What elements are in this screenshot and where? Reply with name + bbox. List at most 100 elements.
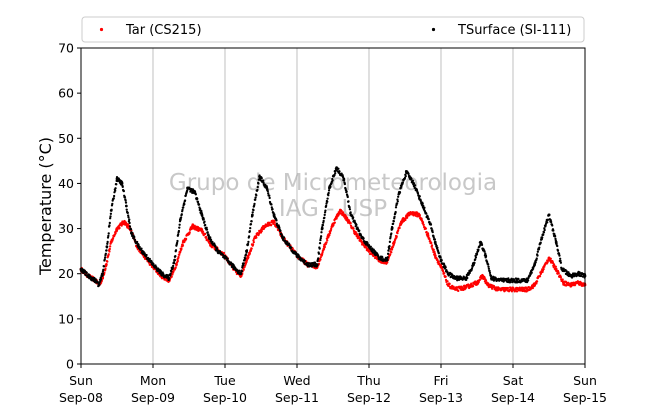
data-point [343, 178, 346, 182]
data-point [437, 260, 440, 263]
data-point [159, 270, 163, 273]
data-point [268, 221, 271, 224]
data-point [188, 231, 191, 234]
data-point [579, 274, 583, 278]
data-point [457, 289, 460, 293]
data-point [128, 221, 131, 225]
data-point [255, 194, 258, 197]
x-tick-label-date: Sep-14 [491, 390, 535, 405]
data-point [111, 202, 114, 206]
data-point [386, 252, 390, 255]
x-tick-label-date: Sep-13 [419, 390, 463, 405]
data-point [245, 251, 248, 254]
data-point [270, 203, 273, 206]
data-point [577, 280, 580, 284]
data-point [475, 252, 479, 256]
data-point [388, 244, 391, 248]
data-point [102, 268, 105, 271]
data-point [196, 197, 199, 201]
data-point [327, 189, 331, 192]
data-point [290, 246, 293, 249]
data-point [273, 221, 276, 224]
data-point [341, 175, 345, 179]
y-tick-label: 30 [58, 221, 74, 236]
data-point [340, 209, 343, 213]
data-point [205, 228, 209, 231]
data-point [111, 237, 115, 240]
data-point [211, 240, 214, 244]
data-point [413, 184, 417, 187]
data-point [127, 214, 130, 217]
data-point [554, 239, 557, 242]
data-point [555, 242, 558, 245]
data-point [366, 242, 369, 245]
data-point [325, 241, 328, 244]
legend-label-tsurface: TSurface (SI-111) [457, 23, 571, 38]
data-point [548, 213, 551, 216]
data-point [411, 210, 415, 214]
data-point [244, 253, 248, 256]
data-point [251, 243, 255, 246]
data-point [559, 261, 563, 264]
data-point [105, 246, 109, 249]
data-point [530, 271, 533, 274]
data-point [137, 243, 140, 247]
data-point [199, 207, 202, 210]
data-point [404, 218, 407, 222]
data-point [123, 195, 127, 199]
data-point [317, 252, 321, 255]
data-point [388, 247, 391, 250]
data-point [271, 208, 274, 211]
data-point [396, 198, 399, 201]
data-point [279, 229, 282, 232]
data-point [148, 257, 151, 260]
data-point [176, 239, 179, 243]
data-point [549, 257, 552, 260]
data-point [324, 209, 327, 212]
data-point [318, 247, 321, 250]
data-point [170, 270, 173, 273]
data-point [242, 268, 245, 271]
data-point [109, 217, 112, 220]
data-point [423, 206, 426, 209]
data-point [418, 195, 421, 198]
y-tick-label: 50 [58, 131, 74, 146]
data-point [488, 271, 492, 275]
data-point [358, 229, 361, 232]
data-point [412, 182, 415, 185]
data-point [247, 240, 250, 244]
x-tick-label-day: Sat [503, 373, 524, 388]
data-point [124, 201, 128, 204]
data-point [349, 211, 352, 214]
data-point [108, 224, 111, 227]
data-point [446, 280, 449, 283]
data-point [106, 260, 109, 263]
data-point [174, 254, 177, 258]
data-point [175, 263, 178, 266]
data-point [133, 235, 136, 239]
data-point [389, 253, 392, 256]
data-point [318, 242, 322, 245]
data-point [542, 233, 545, 236]
data-point [406, 216, 409, 219]
axes: Sun Sep-08 Mon Sep-09 Tue Sep-10 Wed Sep-11 Thu S… [58, 41, 607, 406]
data-point [260, 229, 263, 233]
data-point [386, 256, 389, 259]
legend: Tar (CS215) TSurface (SI-111) [81, 16, 585, 43]
data-point [273, 219, 276, 222]
data-point [103, 256, 107, 259]
data-point [369, 245, 372, 248]
data-point [114, 232, 117, 235]
data-point [258, 174, 261, 177]
data-point [128, 225, 132, 228]
watermark-line-2: IAG - USP [279, 196, 387, 222]
data-point [247, 255, 250, 259]
data-point [487, 282, 490, 285]
data-point [85, 271, 88, 274]
data-point [343, 182, 347, 186]
data-point [394, 210, 397, 214]
data-point [204, 232, 207, 236]
x-tick-label-date: Sep-08 [59, 390, 103, 405]
data-point [175, 241, 179, 245]
